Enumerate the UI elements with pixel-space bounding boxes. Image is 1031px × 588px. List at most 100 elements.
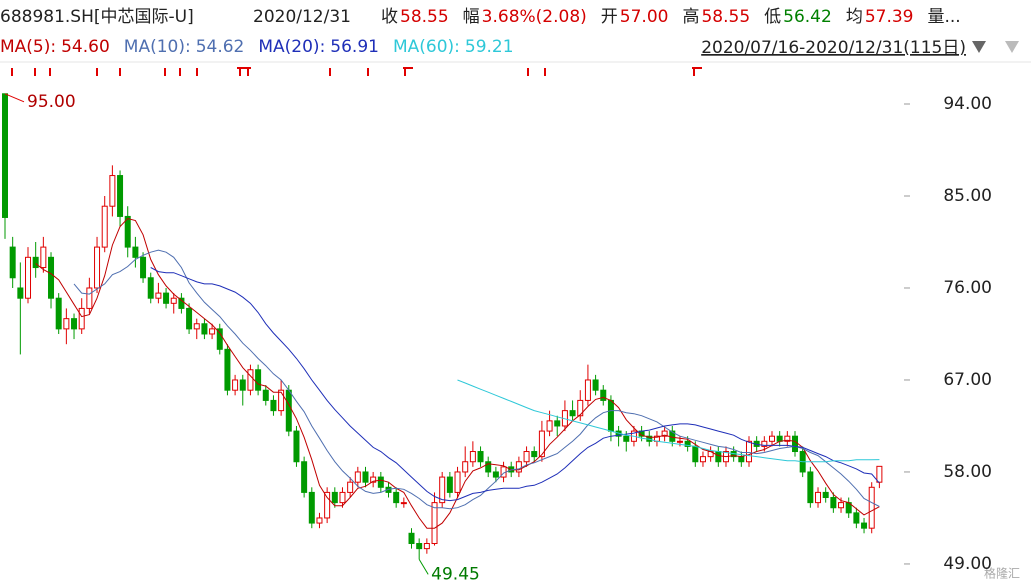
ma-line: [457, 379, 880, 463]
candle-body: [531, 451, 538, 458]
candle-body: [439, 476, 446, 504]
annotation-label: 95.00: [27, 92, 76, 112]
candle-body: [776, 435, 783, 442]
candle-body: [40, 246, 47, 269]
date-range[interactable]: 2020/07/16-2020/12/31(115日): [701, 38, 966, 58]
candle-body: [676, 440, 683, 443]
candle-body: [301, 461, 308, 493]
candle-body: [78, 307, 85, 330]
candle-body: [262, 389, 269, 401]
candle-body: [830, 497, 837, 509]
scroll-arrow[interactable]: [1005, 41, 1019, 53]
candle-body: [224, 348, 231, 391]
candle-body: [600, 389, 607, 401]
candle-body: [569, 410, 576, 417]
candle-body: [815, 491, 822, 504]
candle-body: [477, 451, 484, 463]
candle-body: [607, 399, 614, 432]
candle-body: [370, 476, 377, 483]
candle-body: [140, 256, 147, 279]
candle-body: [761, 440, 768, 447]
candle-body: [853, 512, 860, 524]
candle-body: [86, 287, 93, 309]
candle-body: [170, 297, 177, 304]
annotation-label: 49.45: [431, 564, 480, 584]
candle-body: [738, 456, 745, 463]
candle-body: [822, 491, 829, 499]
quote-value: 56.42: [783, 7, 832, 27]
candle-body: [784, 435, 791, 442]
legend-value: 59.21: [465, 37, 514, 57]
candle-body: [239, 379, 246, 391]
candle-body: [515, 461, 522, 473]
candle-body: [623, 435, 630, 442]
legend-name: MA(10):: [124, 37, 191, 57]
candle-body: [584, 379, 591, 401]
watermark: 格隆汇: [984, 566, 1020, 581]
candle-body: [393, 491, 400, 504]
candle-body: [293, 430, 300, 463]
quote-value: 57.00: [620, 7, 669, 27]
quote-value: 3.68%(2.08): [482, 7, 587, 27]
ma-line: [150, 267, 880, 502]
legend-name: MA(5):: [0, 37, 56, 57]
candle-body: [684, 440, 691, 447]
legend-name: MA(20):: [258, 37, 325, 57]
candle-body: [147, 277, 154, 299]
candle-body: [362, 471, 369, 483]
candle-body: [692, 445, 699, 463]
candle-body: [354, 471, 361, 483]
range-dropdown[interactable]: [972, 41, 986, 53]
candle-body: [201, 323, 208, 335]
candle-body: [876, 465, 883, 483]
candle-body: [715, 451, 722, 463]
candle-body: [331, 491, 338, 504]
candles: [2, 93, 883, 560]
candle-body: [408, 532, 415, 545]
candle-body: [285, 389, 292, 432]
candle-body: [577, 399, 584, 417]
candle-body: [308, 491, 315, 524]
candle-body: [339, 491, 346, 504]
quote-label: 均: [846, 7, 863, 27]
legend-value: 54.62: [196, 37, 245, 57]
y-tick-label: 85.00: [943, 186, 992, 206]
candle-body: [109, 175, 116, 207]
candle-body: [32, 256, 39, 269]
quote-label: 开: [601, 7, 618, 27]
candle-body: [469, 451, 476, 463]
candle-body: [232, 379, 239, 391]
candle-body: [278, 389, 285, 412]
candle-body: [661, 430, 668, 437]
candle-body: [9, 246, 16, 279]
quote-label: 量...: [927, 7, 960, 27]
candle-body: [769, 435, 775, 442]
candle-body: [25, 256, 32, 299]
candle-body: [861, 522, 868, 529]
candle-body: [132, 246, 139, 258]
candle-body: [101, 205, 108, 248]
quote-value: 58.55: [701, 7, 750, 27]
candle-body: [71, 318, 78, 330]
candle-body: [216, 328, 223, 350]
candle-body: [699, 456, 706, 463]
candle-body: [55, 297, 62, 330]
y-tick-label: 49.00: [943, 554, 992, 574]
y-tick-label: 67.00: [943, 370, 992, 390]
candle-body: [94, 246, 101, 289]
candle-body: [255, 369, 262, 391]
candle-body: [17, 287, 24, 299]
quote-date: 2020/12/31: [253, 7, 351, 27]
candle-body: [462, 461, 469, 473]
y-tick-label: 94.00: [943, 94, 992, 114]
candle-body: [178, 297, 185, 309]
quote-value: 57.39: [865, 7, 914, 27]
candle-body: [492, 471, 499, 478]
candle-body: [554, 420, 561, 427]
candle-body: [523, 451, 530, 463]
candle-body: [377, 476, 384, 488]
quote-label: 高: [682, 7, 699, 27]
legend-value: 54.60: [61, 37, 110, 57]
candle-body: [416, 543, 423, 550]
candle-body: [868, 486, 875, 529]
